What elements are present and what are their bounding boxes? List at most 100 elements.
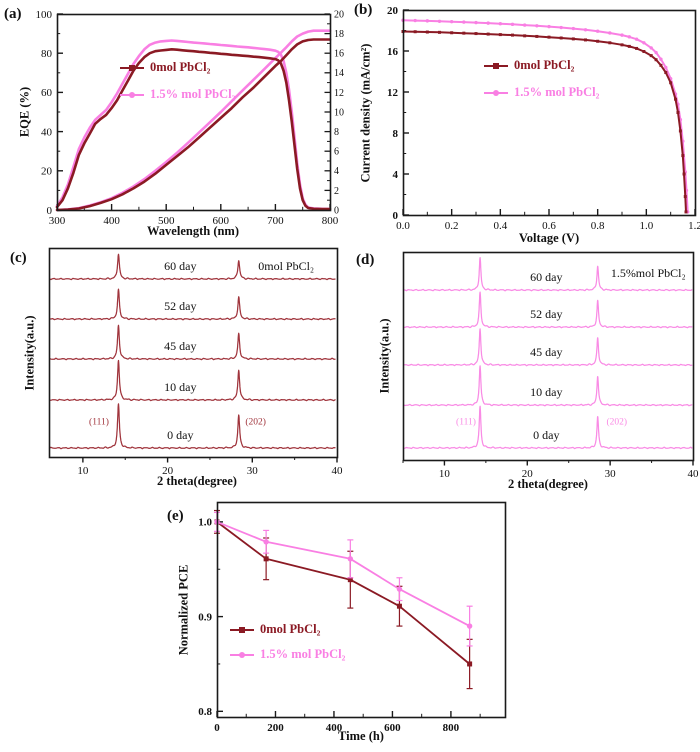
data-marker bbox=[669, 81, 673, 85]
y-tick-label: 8 bbox=[393, 128, 399, 140]
data-marker bbox=[683, 195, 687, 199]
y2-tick-label: 8 bbox=[334, 127, 339, 138]
y2-tick-label: 0 bbox=[334, 205, 339, 216]
data-marker bbox=[462, 31, 466, 35]
series-swatch-0mol bbox=[230, 625, 254, 634]
data-marker bbox=[664, 65, 668, 70]
series-jv-0mol-pbcl2 bbox=[402, 30, 687, 213]
x-tick-label: 0 bbox=[214, 722, 220, 734]
x-tick-label: 0.8 bbox=[591, 220, 605, 232]
annotation-label: 1.5%mol PbCl₂ bbox=[611, 266, 686, 280]
y-tick-label: 100 bbox=[36, 9, 53, 21]
legend-item-0mol: 0mol PbCl₂ bbox=[120, 60, 235, 75]
data-marker bbox=[396, 586, 403, 592]
panel-d-yaxis-title: Intensity(a.u.) bbox=[377, 318, 392, 394]
xrd-trace-60-day bbox=[403, 256, 693, 292]
xrd-trace-52-day bbox=[49, 288, 336, 321]
data-marker bbox=[510, 22, 515, 27]
annotation-label: 0mol PbCl₂ bbox=[258, 259, 314, 273]
data-marker bbox=[571, 37, 575, 41]
panel-e-xaxis-title: Time (h) bbox=[338, 729, 384, 743]
legend-label: 0mol PbCl₂ bbox=[150, 60, 211, 74]
xrd-trace-0-day bbox=[403, 405, 693, 450]
y-tick-label: 16 bbox=[387, 46, 399, 58]
data-marker bbox=[654, 58, 658, 62]
y-tick-label: 12 bbox=[387, 87, 399, 99]
legend-label: 1.5% mol PbCl₂ bbox=[150, 87, 236, 101]
data-marker bbox=[535, 34, 539, 38]
xrd-day-label: 0 day bbox=[533, 428, 559, 442]
y-tick-label: 0.8 bbox=[198, 706, 212, 718]
data-marker bbox=[467, 661, 473, 667]
series-swatch-1.5mol bbox=[484, 88, 508, 97]
x-tick-label: 300 bbox=[49, 215, 66, 227]
xrd-day-label: 10 day bbox=[530, 385, 562, 399]
data-marker bbox=[413, 30, 417, 34]
x-tick-label: 0.6 bbox=[542, 220, 556, 232]
series-swatch-1.5mol bbox=[120, 90, 144, 99]
x-tick-label: 10 bbox=[77, 465, 89, 477]
data-marker bbox=[474, 32, 478, 36]
x-tick-label: 400 bbox=[326, 722, 343, 734]
data-marker bbox=[263, 556, 269, 562]
data-marker bbox=[547, 35, 551, 39]
y-tick-label: 0 bbox=[393, 210, 399, 222]
data-marker bbox=[627, 35, 631, 39]
xrd-day-label: 60 day bbox=[530, 270, 562, 284]
data-marker bbox=[684, 210, 688, 214]
data-marker bbox=[396, 603, 402, 609]
xrd-trace-10-day bbox=[49, 359, 336, 402]
y-tick-label: 40 bbox=[41, 126, 53, 138]
data-marker bbox=[595, 29, 600, 33]
x-tick-label: 500 bbox=[158, 215, 175, 227]
xrd-day-label: 10 day bbox=[164, 380, 196, 394]
data-marker bbox=[438, 30, 441, 34]
panel-c-yaxis-title: Intensity(a.u.) bbox=[22, 315, 37, 391]
plot-frame bbox=[402, 9, 697, 217]
series-jv-1.5mol-pbcl2 bbox=[402, 19, 689, 213]
data-marker bbox=[654, 50, 658, 55]
data-marker bbox=[649, 46, 653, 50]
y2-tick-label: 14 bbox=[334, 68, 344, 79]
data-marker bbox=[571, 26, 576, 31]
data-marker bbox=[535, 24, 539, 28]
annotation-label: (111) bbox=[89, 417, 109, 428]
x-tick-label: 200 bbox=[267, 722, 284, 734]
y2-tick-label: 10 bbox=[334, 107, 344, 118]
data-marker bbox=[649, 54, 653, 58]
xrd-trace-0-day bbox=[48, 403, 336, 450]
series-jsc-0mol-pbcl2 bbox=[55, 38, 332, 212]
data-marker bbox=[659, 57, 663, 61]
data-marker bbox=[437, 19, 442, 23]
data-marker bbox=[674, 97, 678, 101]
xrd-trace-45-day bbox=[403, 328, 693, 367]
data-marker bbox=[486, 21, 490, 25]
data-marker bbox=[681, 154, 685, 158]
x-tick-label: 400 bbox=[103, 215, 120, 227]
data-marker bbox=[642, 50, 646, 54]
y-tick-label: 20 bbox=[387, 5, 399, 17]
legend-item-1.5mol: 1.5% mol PbCl₂ bbox=[230, 647, 345, 662]
legend-item-0mol: 0mol PbCl₂ bbox=[484, 58, 599, 73]
annotation-label: (202) bbox=[245, 417, 266, 428]
data-marker bbox=[449, 19, 454, 24]
legend-label: 0mol PbCl₂ bbox=[260, 622, 321, 636]
x-tick-label: 20 bbox=[522, 468, 534, 480]
panel-b-legend: 0mol PbCl₂ 1.5% mol PbCl₂ bbox=[484, 58, 599, 100]
xrd-day-label: 52 day bbox=[164, 299, 196, 313]
series-eqe-0mol-pbcl2 bbox=[55, 47, 332, 211]
data-marker bbox=[608, 41, 612, 45]
x-tick-label: 800 bbox=[443, 722, 460, 734]
y-tick-label: 4 bbox=[393, 169, 399, 181]
data-marker bbox=[559, 36, 563, 40]
x-tick-label: 40 bbox=[332, 465, 344, 477]
data-marker bbox=[474, 20, 478, 25]
panel-c-label: (c) bbox=[10, 250, 27, 266]
data-marker bbox=[462, 20, 466, 24]
series-swatch-1.5mol bbox=[230, 650, 254, 659]
x-tick-label: 30 bbox=[605, 468, 617, 480]
y-tick-label: 0 bbox=[47, 205, 53, 217]
legend-item-1.5mol: 1.5% mol PbCl₂ bbox=[484, 85, 599, 100]
data-marker bbox=[596, 39, 600, 43]
